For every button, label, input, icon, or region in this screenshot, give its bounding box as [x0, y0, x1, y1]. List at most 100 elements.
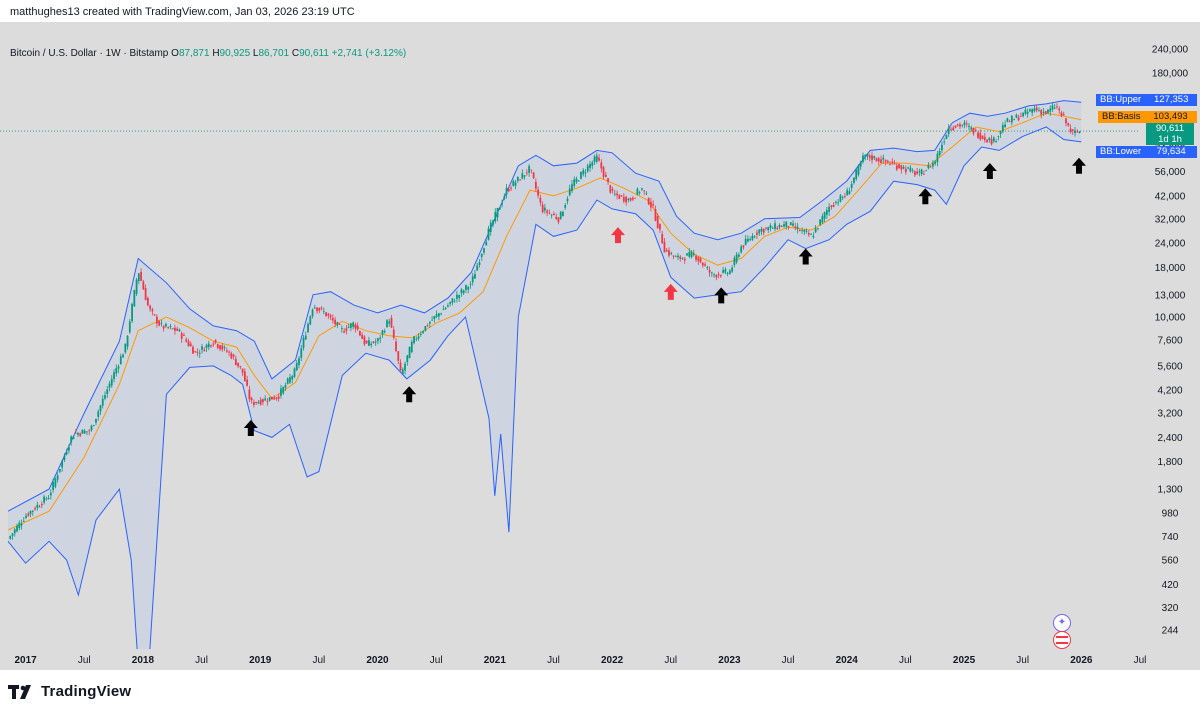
candle	[814, 225, 817, 233]
candle	[262, 398, 264, 406]
candle	[767, 226, 770, 233]
candle	[582, 168, 585, 177]
candle	[516, 176, 519, 183]
bollinger-fill	[8, 100, 1082, 666]
candle	[424, 325, 427, 332]
candle	[810, 232, 812, 235]
candle	[83, 429, 86, 434]
candle	[20, 519, 23, 530]
candle	[228, 349, 230, 357]
candle	[744, 234, 747, 246]
sparkle-badge-icon[interactable]: ✦	[1053, 614, 1071, 632]
candle	[106, 386, 109, 398]
price-tick-label: 5,600	[1157, 361, 1182, 372]
candle	[726, 271, 729, 277]
candle	[460, 287, 463, 297]
candle	[629, 197, 632, 202]
candle	[683, 256, 686, 264]
candle	[74, 429, 77, 434]
black-up-arrow	[918, 188, 933, 205]
candle	[1008, 119, 1011, 123]
candle	[471, 272, 474, 286]
candle	[1071, 129, 1074, 136]
candle	[1044, 110, 1047, 115]
candle	[9, 535, 12, 540]
candle	[492, 219, 494, 228]
candle	[426, 323, 429, 327]
candle	[198, 349, 201, 359]
tradingview-logo[interactable]: TradingView	[8, 683, 131, 700]
candle	[110, 375, 113, 388]
candle	[108, 380, 111, 392]
candle	[128, 319, 131, 334]
candle	[952, 125, 955, 131]
candle	[868, 153, 871, 162]
candle	[277, 393, 280, 402]
candle	[291, 374, 294, 384]
candle	[936, 150, 939, 167]
candle	[144, 284, 147, 301]
time-tick-label: Jul	[782, 655, 795, 666]
candle	[920, 168, 923, 176]
price-tick-label: 3,200	[1157, 409, 1182, 420]
candle	[282, 386, 285, 395]
price-chart[interactable]: 240,000180,000130,000100,00074,00056,000…	[0, 22, 1200, 670]
candle	[1004, 120, 1006, 128]
candle	[652, 200, 655, 209]
candle	[72, 435, 75, 440]
candle	[844, 192, 846, 199]
candle	[670, 251, 673, 256]
candle	[275, 397, 278, 401]
candle	[541, 201, 544, 214]
candle	[354, 322, 357, 333]
candle	[580, 171, 582, 180]
candle	[848, 187, 851, 195]
candle	[534, 178, 537, 192]
candle	[898, 163, 900, 169]
candle	[866, 153, 869, 161]
candle	[943, 137, 946, 145]
candle	[559, 211, 562, 220]
candle	[909, 165, 912, 173]
candle	[902, 164, 905, 170]
candle	[589, 160, 591, 172]
candle	[532, 171, 535, 180]
black-up-arrow	[982, 163, 997, 180]
candle	[514, 180, 517, 190]
time-tick-label: 2021	[484, 655, 507, 666]
candle	[1038, 107, 1040, 112]
candle	[654, 205, 657, 222]
candle	[548, 209, 551, 215]
candle	[374, 338, 377, 347]
candle	[428, 320, 431, 328]
candle	[539, 194, 542, 206]
candle	[99, 404, 102, 416]
candle	[681, 257, 684, 261]
us-flag-badge-icon[interactable]	[1053, 631, 1071, 649]
price-tick-label: 420	[1162, 580, 1179, 591]
candle	[1051, 102, 1054, 112]
bollinger-bands	[7, 100, 1082, 667]
candle	[410, 339, 413, 354]
open-value: 87,871	[178, 48, 210, 59]
time-axis: 2017 Jul 2018 Jul 2019 Jul 2020 Jul 2021 Jul 2022 J…	[0, 649, 1200, 670]
bb-basis-line	[7, 112, 1082, 531]
candle	[284, 382, 287, 391]
candle	[359, 330, 361, 337]
candle	[805, 228, 808, 234]
price-tick-label: 980	[1162, 508, 1179, 519]
candle	[327, 312, 330, 319]
candle	[496, 207, 499, 222]
last-price-value: 90,611	[1155, 123, 1185, 134]
candle	[90, 424, 93, 432]
candle	[232, 353, 235, 360]
red-up-arrow	[663, 283, 678, 300]
candle	[146, 296, 149, 307]
candle	[638, 190, 641, 196]
change-value: +2,741 (+3.12%)	[331, 48, 407, 59]
chart-panel[interactable]: 240,000180,000130,000100,00074,00056,000…	[0, 22, 1200, 670]
candle	[537, 186, 540, 199]
candle	[286, 377, 289, 385]
time-tick-label: 2019	[249, 655, 272, 666]
candle	[807, 230, 810, 237]
